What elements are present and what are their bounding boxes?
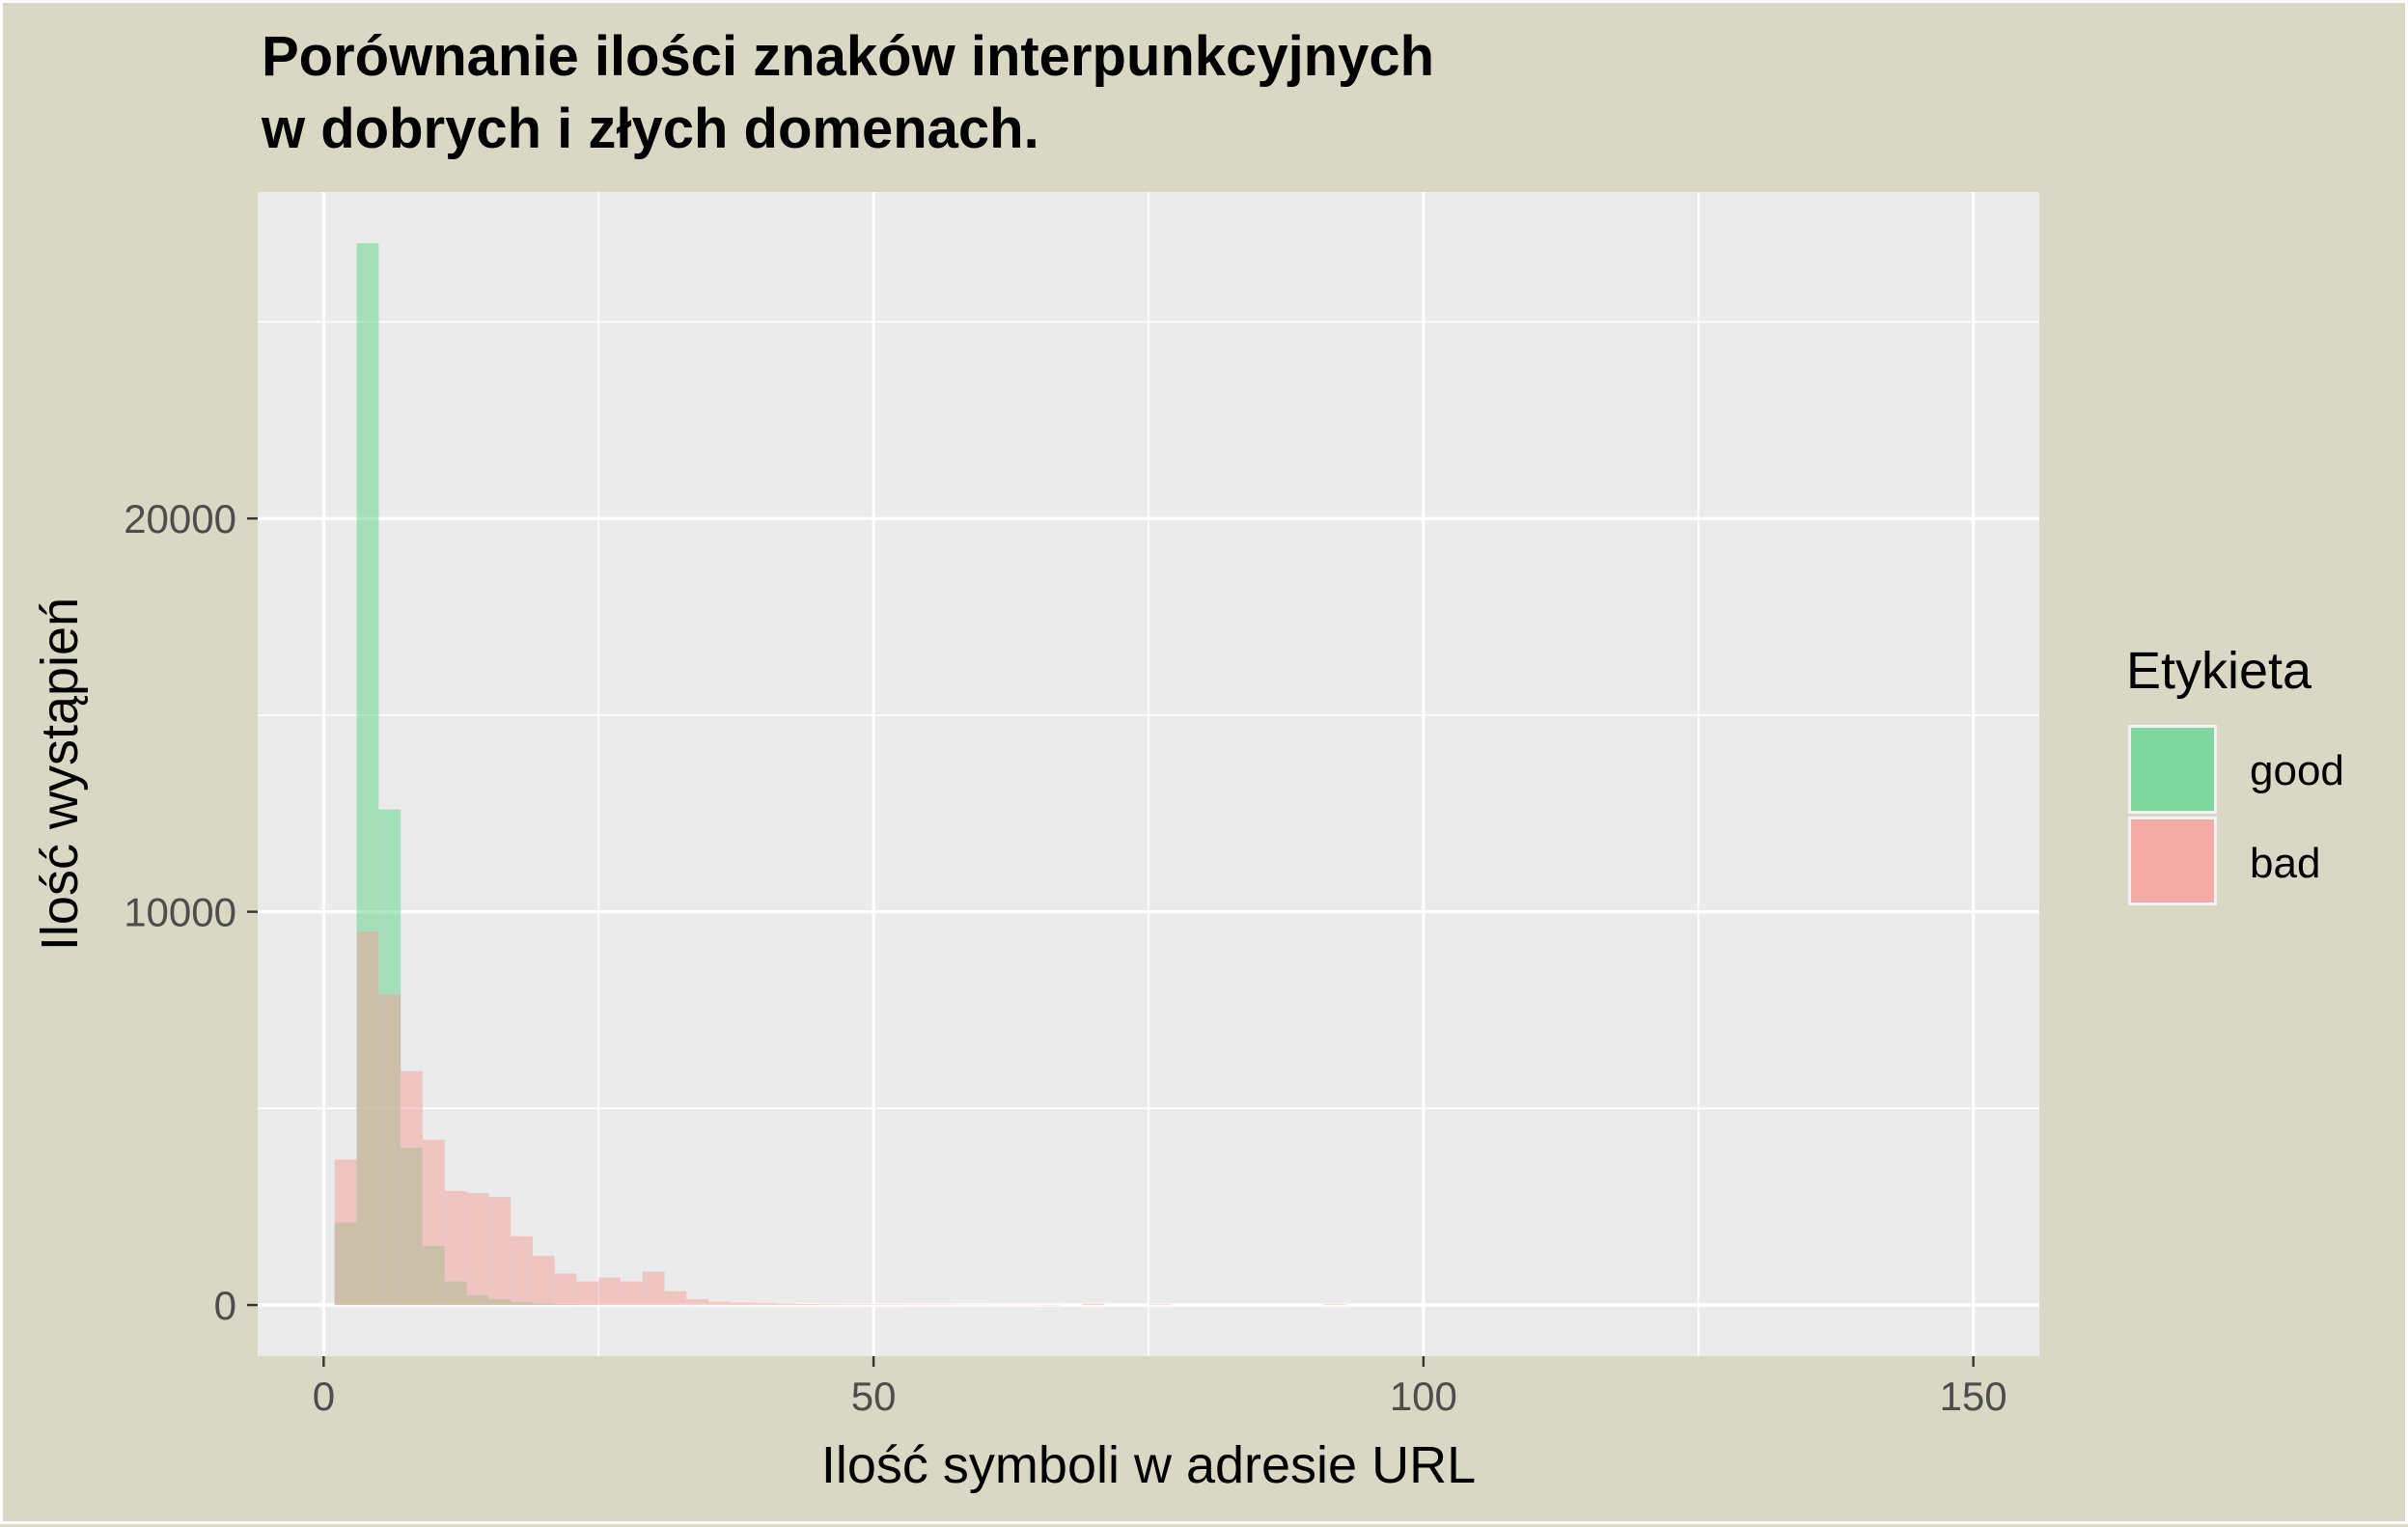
bar-bad <box>444 1190 467 1306</box>
bar-bad <box>488 1196 512 1306</box>
bar-bad <box>730 1302 753 1306</box>
bar-bad <box>356 930 379 1306</box>
bar-bad <box>1016 1304 1039 1306</box>
x-tick-label: 150 <box>1940 1374 2007 1419</box>
bar-bad <box>334 1159 357 1306</box>
bar-bad <box>928 1304 951 1306</box>
legend-label-good: good <box>2250 747 2344 794</box>
legend-label-bad: bad <box>2250 840 2320 887</box>
bar-bad <box>554 1273 577 1306</box>
bar-bad <box>994 1304 1017 1306</box>
bar-bad <box>1082 1303 1105 1306</box>
bar-bad <box>466 1192 489 1306</box>
bar-bad <box>1324 1304 1347 1306</box>
y-tick-label: 10000 <box>124 890 236 935</box>
legend-title: Etykieta <box>2126 642 2312 700</box>
chart-title-line-2: w dobrych i złych domenach. <box>261 97 1039 160</box>
bar-bad <box>401 1070 423 1306</box>
series-bad <box>334 930 1347 1306</box>
bar-bad <box>621 1281 643 1306</box>
bar-bad <box>752 1302 775 1306</box>
bar-bad <box>532 1256 555 1306</box>
x-tick-label: 100 <box>1390 1374 1457 1419</box>
chart-title-line-1: Porównanie ilości znaków interpunkcyjnyc… <box>262 25 1434 88</box>
histogram-bars <box>334 242 1347 1306</box>
bar-bad <box>972 1304 995 1306</box>
chart-svg: Porównanie ilości znaków interpunkcyjnyc… <box>31 25 2344 1494</box>
bar-bad <box>862 1304 885 1306</box>
grid-minor <box>258 192 2039 1356</box>
bar-bad <box>576 1281 599 1306</box>
bar-bad <box>598 1277 622 1306</box>
bar-bad <box>378 994 401 1306</box>
x-axis-ticks: 0 50 100 150 <box>313 1356 2007 1419</box>
x-axis-title: Ilość symboli w adresie URL <box>821 1436 1476 1494</box>
bar-bad <box>708 1301 731 1306</box>
bar-bad <box>1038 1304 1061 1306</box>
y-tick-label: 0 <box>214 1283 236 1328</box>
bar-bad <box>840 1304 863 1306</box>
legend-key-good <box>2131 728 2214 811</box>
bar-bad <box>774 1303 797 1306</box>
bar-bad <box>422 1139 445 1306</box>
bar-bad <box>511 1235 533 1306</box>
chart-title: Porównanie ilości znaków interpunkcyjnyc… <box>261 25 1434 160</box>
bar-bad <box>906 1304 929 1306</box>
bar-bad <box>796 1304 819 1306</box>
x-tick-label: 50 <box>851 1374 897 1419</box>
x-tick-label: 0 <box>313 1374 335 1419</box>
bar-bad <box>1149 1304 1171 1306</box>
y-tick-label: 20000 <box>124 496 236 541</box>
bar-bad <box>642 1271 665 1306</box>
y-axis-title: Ilość wystąpień <box>31 597 89 951</box>
bar-bad <box>950 1304 973 1306</box>
bar-bad <box>818 1304 841 1306</box>
bar-bad <box>686 1298 709 1306</box>
y-axis-ticks: 0 10000 20000 <box>124 496 258 1328</box>
bar-bad <box>884 1304 907 1306</box>
bar-bad <box>664 1291 687 1306</box>
legend: Etykieta good bad <box>2126 642 2344 905</box>
legend-key-bad <box>2131 819 2214 902</box>
